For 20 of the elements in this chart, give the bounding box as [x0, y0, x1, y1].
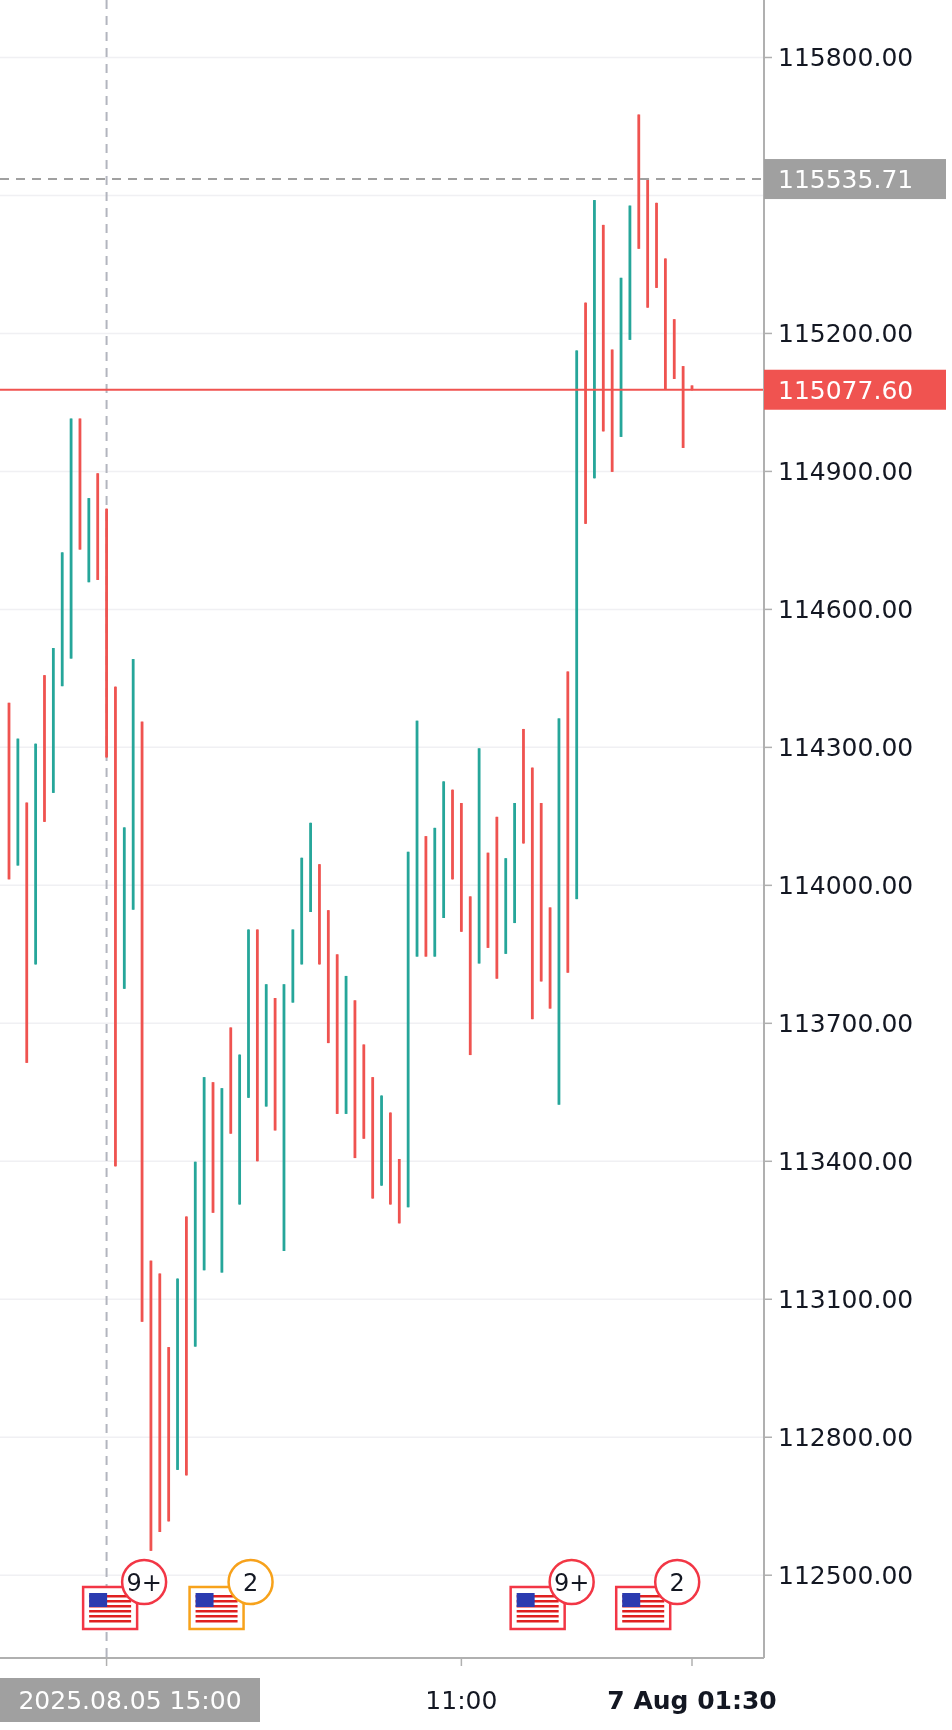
x-tick-label: 2025.08.05 15:00: [18, 1686, 242, 1715]
annotation: 9+: [126, 1568, 162, 1597]
y-tick-label: 113100.00: [778, 1285, 914, 1315]
y-tick-label: 114600.00: [778, 595, 914, 625]
annotation: 2: [669, 1568, 685, 1597]
y-tick-label: 112800.00: [778, 1423, 914, 1453]
y-tick-label: 114000.00: [778, 871, 914, 901]
ref-line-label: 115077.60: [778, 375, 914, 405]
y-tick-label: 115800.00: [778, 43, 914, 73]
annotation: 2: [242, 1568, 259, 1597]
x-tick-label: 11:00: [425, 1686, 498, 1715]
y-tick-label: 114900.00: [778, 457, 914, 487]
y-tick-label: 112500.00: [778, 1561, 914, 1591]
y-tick-label: 113400.00: [778, 1147, 914, 1177]
annotation: 9+: [553, 1568, 590, 1597]
ref-line-label: 115535.71: [778, 165, 914, 195]
y-tick-label: 114300.00: [778, 733, 914, 763]
y-tick-label: 115200.00: [778, 319, 914, 349]
y-tick-label: 113700.00: [778, 1009, 914, 1039]
x-tick-label: 7 Aug 01:30: [607, 1686, 777, 1715]
